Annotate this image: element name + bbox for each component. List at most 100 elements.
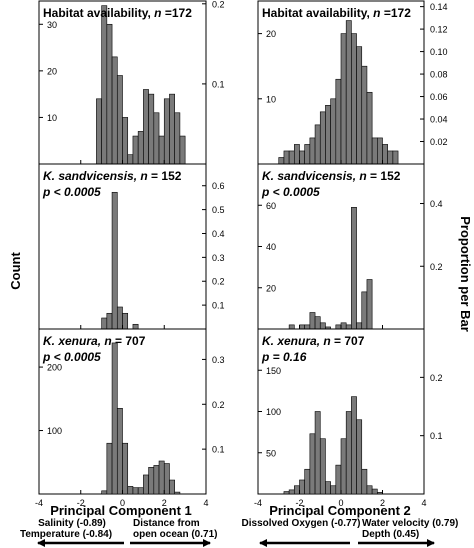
pc1-panel-2-ytick-right-label-4: 0.5 — [212, 205, 225, 215]
pc1-panel-3-p-value: p < 0.0005 — [42, 350, 101, 364]
pc1-panel-2-bar-2 — [111, 191, 118, 330]
pc1-panel-2-title-main: K. sandvicensis — [43, 169, 134, 183]
pc2-panel-2-bar-1 — [299, 324, 305, 330]
pc1-panel-1-bar-14 — [169, 93, 175, 165]
pc1-panel-1-ytick-label-2: 30 — [47, 20, 57, 30]
pc2-panel-3-bar-16 — [366, 485, 373, 495]
pc2-panel-2-bar-2 — [304, 324, 311, 330]
pc2-panel-3-p-value: p = 0.16 — [261, 350, 307, 364]
pc2-panel-3-xtick-label-0: -4 — [254, 498, 262, 508]
pc1-panel-1-bar-10 — [148, 93, 155, 165]
pc1-panel-1-title-n: n — [154, 6, 161, 20]
pc1-panel-1-ytick-label-1: 20 — [47, 66, 57, 76]
pc2-panel-3-bar-2 — [294, 485, 300, 495]
x-axis-label-pc1: Principal Component 1 — [50, 503, 192, 518]
pc1-panel-3-bar-14 — [174, 491, 181, 495]
pc2-panel-3-bar-7 — [319, 438, 326, 495]
pc2-panel-2-bar-0 — [288, 324, 295, 330]
pc2-panel-3-ytick-right-label-0: 0.1 — [430, 431, 443, 441]
pc1-panel-3-xtick-label-1: -2 — [77, 498, 85, 508]
pc1-panel-1: 10 20 30 0.1 0.2 Habitat availability, n =172 — [38, 0, 225, 165]
pc1-panel-2-bar-1 — [106, 312, 113, 330]
pc2-panel-2-bar-11 — [356, 322, 363, 330]
pc2-panel-3-bar-15 — [361, 468, 368, 495]
pc2-panel-3-bar-12 — [345, 411, 352, 495]
pc1-panel-2-p-value: p < 0.0005 — [42, 185, 101, 199]
pc2-panel-2-bar-13 — [366, 279, 373, 330]
pc2-panel-1-title: Habitat availability, n =172 — [262, 6, 411, 20]
pc1-panel-2-title-n: , n — [133, 169, 148, 183]
pc2-panel-3-bar-11 — [340, 438, 347, 495]
pc2-panel-2-title-n: , n — [352, 169, 367, 183]
pc1-panel-3-bar-11 — [158, 460, 165, 495]
pc1-panel-3-bar-7 — [137, 487, 144, 495]
pc1-panel-2-title: K. sandvicensis, n = 152 — [43, 169, 182, 183]
pc2-panel-3-ytick-label-0: 50 — [266, 448, 276, 458]
pc2-panel-2-title-n-value: = 152 — [367, 169, 401, 183]
pc1-loading-salinity: Salinity (-0.89) — [38, 518, 106, 529]
pc1-panel-3-bar-4 — [122, 442, 129, 495]
pc2-panel-2-bar-4 — [314, 316, 321, 330]
pc2-panel-3-bar-13 — [351, 396, 357, 495]
pc1-panel-1-title: Habitat availability, n =172 — [43, 6, 192, 20]
pc1-panel-1-bar-4 — [116, 75, 123, 165]
pc1-panel-2-ytick-right-label-3: 0.4 — [212, 229, 225, 239]
pc2-panel-1-bar-20 — [382, 144, 388, 165]
pc1-panel-3: 100 200 0.1 0.2 0.3 -4 -2 0 2 4 K. xenura, n = 707… — [35, 328, 225, 508]
pc1-panel-1-title-main: Habitat availability, — [43, 6, 154, 20]
pc2-panel-3-title-n-value: = 707 — [331, 334, 365, 348]
pc2-panel-1-bar-15 — [356, 46, 363, 165]
pc2-panel-1-bar-21 — [387, 150, 394, 165]
pc2-panel-3-bar-5 — [309, 433, 316, 495]
pc2-panel-2-ytick-right-label-1: 0.4 — [430, 199, 443, 209]
pc2-panel-1-bar-9 — [325, 105, 331, 165]
pc1-panel-1-bar-2 — [106, 23, 113, 165]
pc1-panel-1-bar-11 — [153, 112, 160, 165]
pc1-panel-1-ytick-right-label-1: 0.2 — [212, 0, 225, 9]
pc2-panel-1-bar-4 — [299, 150, 305, 165]
pc1-panel-2-ytick-right-label-1: 0.2 — [212, 277, 225, 287]
pc2-panel-1-ytick-right-label-1: 0.04 — [430, 115, 448, 125]
pc1-panel-2: 0.1 0.2 0.3 0.4 0.5 0.6 K. sandvicensis, n = 1… — [38, 163, 225, 330]
pc1-panel-2-ytick-right-label-0: 0.1 — [212, 301, 225, 311]
pc2-panel-3-xtick-label-4: 4 — [421, 498, 426, 508]
pc2-panel-2-bar-8 — [340, 322, 347, 330]
pc2-panel-1-bar-0 — [278, 157, 285, 165]
pc2-loading-depth: Depth (0.45) — [362, 529, 419, 540]
pc2-panel-2-ytick-label-2: 60 — [266, 201, 276, 211]
pc1-loading-temperature: Temperature (-0.84) — [20, 529, 112, 540]
pc2-panel-2-title: K. sandvicensis, n = 152 — [262, 169, 401, 183]
pc2-panel-3-bar-10 — [335, 464, 342, 495]
pc1-panel-3-bar-8 — [143, 474, 149, 495]
pc2-panel-1-bar-14 — [351, 33, 357, 165]
pc1-panel-3-bar-3 — [116, 408, 123, 495]
pc2-panel-3-title-n: , n — [316, 334, 331, 348]
pc2-panel-3-bar-1 — [288, 489, 295, 495]
pc1-panel-2-ytick-right-label-2: 0.3 — [212, 253, 225, 263]
pc1-panel-3-xtick-label-0: -4 — [35, 498, 43, 508]
pc2-panel-2-bar-9 — [345, 324, 352, 330]
pc2-panel-3-ytick-label-2: 150 — [266, 366, 281, 376]
pc2-panel-1-bar-19 — [377, 137, 383, 165]
pc2-panel-1-bar-2 — [288, 150, 295, 165]
pc1-panel-1-bar-16 — [179, 135, 186, 165]
pc2-panel-3-bar-0 — [283, 491, 290, 495]
pc2-panel-2-title-main: K. sandvicensis — [262, 169, 353, 183]
pc1-panel-3-bar-1 — [106, 442, 113, 495]
pc1-panel-2-title-n-value: = 152 — [148, 169, 182, 183]
y-axis-label-count: Count — [8, 252, 23, 290]
pc2-panel-1-bar-1 — [283, 150, 290, 165]
pc1-panel-2-bar-3 — [116, 306, 123, 330]
pc2-panel-3-bar-4 — [304, 468, 311, 495]
pc1-panel-3-ytick-label-0: 100 — [47, 426, 62, 436]
pc2-loading-dissolved-oxygen: Dissolved Oxygen (-0.77) — [242, 518, 361, 529]
pc2-panel-1-bar-8 — [319, 111, 326, 165]
x-axis-label-pc2: Principal Component 2 — [269, 503, 411, 518]
pc1-panel-3-bar-12 — [163, 463, 170, 495]
pc2-panel-1-bar-22 — [392, 150, 399, 165]
pc1-panel-3-ytick-label-1: 200 — [47, 363, 62, 373]
pc1-loading-distance: Distance from — [133, 518, 200, 529]
pc1-panel-2-bar-0 — [101, 317, 108, 330]
pc2-panel-2-ytick-label-0: 20 — [266, 283, 276, 293]
